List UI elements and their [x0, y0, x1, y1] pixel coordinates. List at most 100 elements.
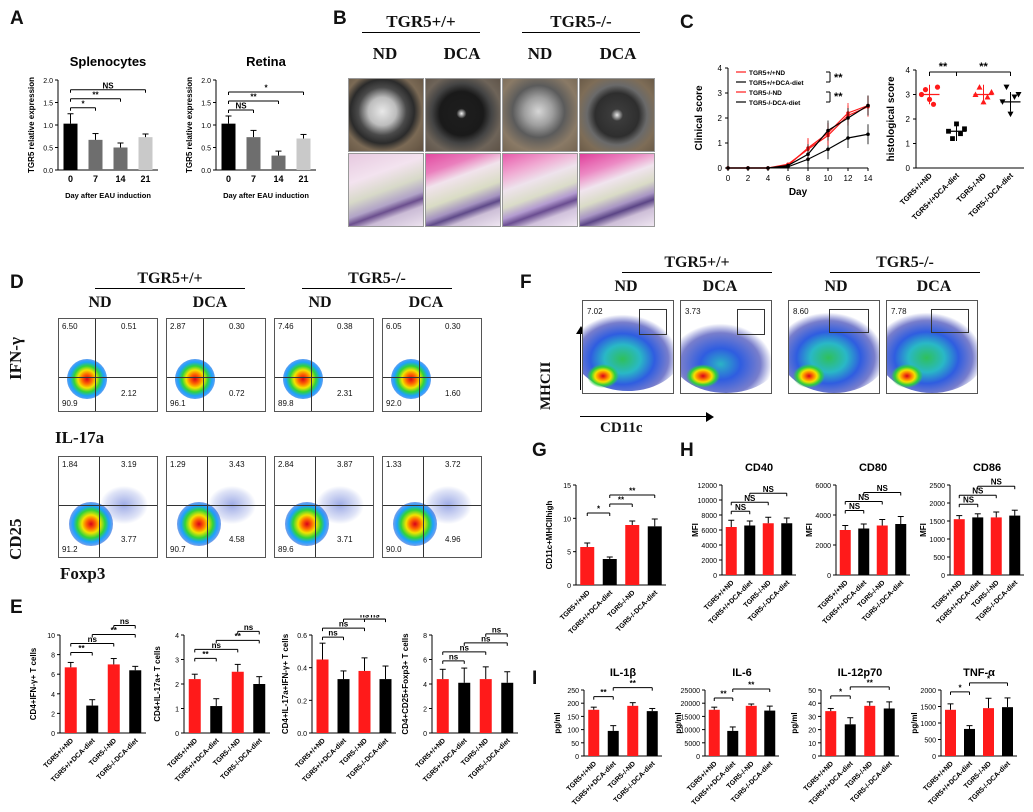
y-tick-label: 4 [718, 64, 723, 73]
y-tick-label: 8 [51, 653, 55, 660]
y-tick-label: 15000 [681, 714, 701, 721]
y-tick-label: 0 [827, 573, 831, 580]
genotype-header-ko-f: TGR5-/- [830, 254, 980, 273]
sig-label: ns [449, 652, 459, 661]
treat-dca-d2: DCA [408, 294, 444, 311]
flow-plot-ifng-wt-nd: 6.50 0.51 90.9 2.12 [58, 318, 158, 412]
y-tick-label: 0 [423, 731, 427, 738]
sig-label: ** [600, 688, 607, 697]
legend-label: TGR5+/+DCA-diet [749, 80, 804, 87]
bar [86, 705, 99, 733]
bar [864, 705, 876, 756]
series-line [728, 104, 869, 169]
sig-label: ** [939, 61, 948, 73]
sig-label: ** [867, 678, 874, 687]
x-arrowhead-icon [706, 412, 714, 422]
y-axis-label: histological score [886, 76, 897, 161]
legend-label: TGR5-/-ND [749, 90, 782, 97]
x-tick-label: 7 [93, 174, 98, 184]
x-arrow [580, 416, 708, 417]
y-tick-label: 0.5 [43, 146, 53, 153]
data-point [930, 101, 937, 107]
bar [727, 730, 739, 756]
genotype-header-wt-b: TGR5+/+ [362, 12, 480, 33]
y-tick-label: 5000 [684, 741, 700, 748]
data-point [1011, 94, 1018, 100]
chart-title: TNF-α [963, 668, 995, 679]
bar [607, 730, 619, 756]
flow-plot-cd25-wt-dca: 1.29 3.43 90.7 4.58 [166, 456, 266, 558]
sig-label: ** [111, 626, 118, 635]
panel-label-b: B [333, 8, 347, 29]
y-tick-label: 20000 [681, 701, 701, 708]
chart-il17a-ifng-t-cells: 0.0 0.2 0.4 0.6 CD4+IL-17a+IFN-γ+ T cells TGR… [281, 615, 396, 784]
y-tick-label: 100 [567, 728, 579, 735]
eye-photo-wt-nd [348, 78, 424, 152]
bar [588, 709, 600, 756]
y-tick-label: 50 [571, 741, 579, 748]
sig-label: ns [328, 629, 338, 638]
y-tick-label: 2 [175, 682, 179, 689]
bar [983, 708, 994, 756]
y-tick-label: 3 [906, 91, 911, 100]
sig-label: NS [744, 494, 756, 503]
bar [188, 679, 201, 733]
chart-il12p70: IL-12p7001020304050pg/mlTGR5+/+NDTGR5+/+… [790, 668, 899, 807]
bar [253, 684, 266, 733]
y-tick-label: 6000 [701, 528, 717, 535]
flow-plot-dc-wt-nd: 7.02 [582, 300, 674, 394]
sig-label: ns [212, 641, 222, 650]
x-tick-label: 10 [824, 174, 833, 183]
panel-label-c: C [680, 12, 694, 33]
bar [379, 679, 392, 733]
legend-label: TGR5-/-DCA-diet [749, 100, 801, 107]
y-axis-label: TGR5 relative expression [27, 77, 36, 173]
y-tick-label: 0.0 [43, 168, 53, 175]
treat-nd-d1: ND [88, 294, 112, 311]
panel-label-i: I [532, 668, 538, 689]
sig-label: * [839, 687, 843, 696]
y-tick-label: 0 [713, 573, 717, 580]
legend-label: TGR5+/+ND [749, 70, 785, 77]
bar [296, 138, 311, 170]
chart-tnfa: TNF-α0500100015002000pg/mlTGR5+/+NDTGR5+… [910, 668, 1017, 807]
sig-label: ** [235, 632, 242, 641]
y-tick-label: 25000 [681, 688, 701, 695]
bar [129, 670, 142, 733]
bar [839, 530, 851, 575]
treat-nd-f1: ND [614, 278, 638, 295]
y-axis-label: MFI [691, 523, 700, 537]
x-tick-label: TGR5-/-DCA-diet [346, 737, 390, 781]
y-axis-label: pg/ml [553, 712, 562, 733]
bar [647, 526, 662, 585]
chart-cd40: CD40020004000600080001000012000MFITGR5+/… [691, 462, 796, 626]
y-tick-label: 5 [567, 550, 571, 557]
y-tick-label: 30 [808, 714, 816, 721]
panel-label-h: H [680, 440, 694, 461]
x-tick-label: 0 [726, 174, 731, 183]
y-tick-label: 50 [808, 688, 816, 695]
y-tick-label: 10 [563, 516, 571, 523]
y-axis-label: pg/ml [674, 712, 683, 733]
bar [744, 525, 756, 575]
y-tick-label: 0.5 [201, 146, 211, 153]
y-tick-label: 4000 [701, 543, 717, 550]
x-tick-label: 7 [251, 174, 256, 184]
chart-title: CD80 [859, 462, 887, 474]
x-tick-label: 14 [864, 174, 873, 183]
series-point [746, 166, 750, 170]
x-tick-label: 0 [68, 174, 73, 184]
bar [646, 711, 658, 756]
bar [895, 524, 907, 575]
histology-ko-dca [579, 153, 655, 227]
y-tick-label: 1000 [920, 721, 936, 728]
bar [844, 724, 856, 756]
panel-label-f: F [520, 272, 532, 293]
bar [1002, 707, 1013, 756]
y-tick-label: 1.0 [43, 123, 53, 130]
x-tick-label: 21 [298, 174, 308, 184]
treat-dca-f2: DCA [916, 278, 952, 295]
x-axis-label: Day [789, 187, 808, 198]
